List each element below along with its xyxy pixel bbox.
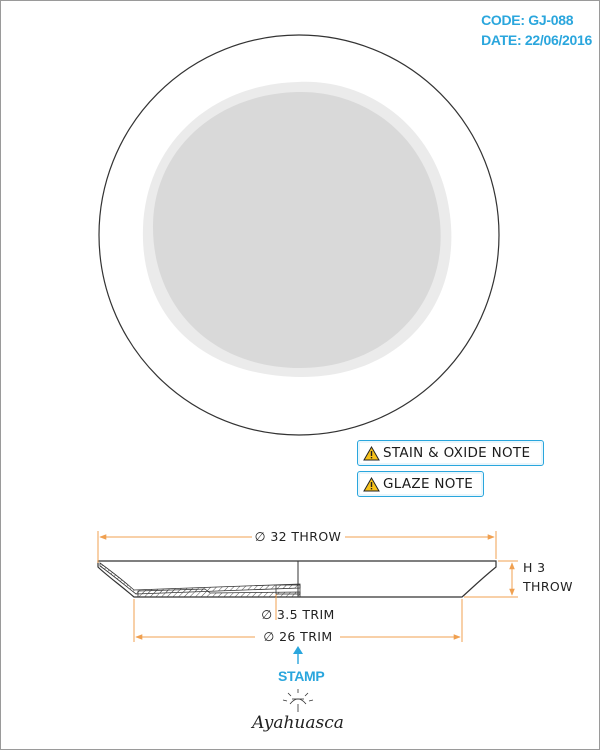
logo-sun-icon: [282, 689, 314, 712]
stain-oxide-note-button[interactable]: STAIN & OXIDE NOTE: [357, 440, 544, 466]
warning-triangle-icon: [363, 445, 380, 460]
product-code: CODE: GJ-088: [481, 12, 574, 28]
height-label-line2: THROW: [522, 579, 573, 594]
stain-oxide-note-label: STAIN & OXIDE NOTE: [383, 445, 531, 461]
drawing-date: DATE: 22/06/2016: [481, 32, 592, 48]
plate-section-view: [97, 560, 497, 598]
foot-ring-detail: [275, 584, 301, 595]
stamp-logo: Ayahuasca: [250, 689, 344, 733]
outer-diameter-label: ∅ 32 THROW: [255, 529, 342, 544]
plate-top-view: [98, 34, 500, 436]
arrow-up-icon: [293, 646, 303, 664]
title-block: CODE: GJ-088 DATE: 22/06/2016: [481, 10, 592, 50]
plate-center: [152, 91, 441, 368]
glaze-note-button[interactable]: GLAZE NOTE: [357, 471, 484, 497]
height-label-line1: H 3: [523, 560, 546, 575]
warning-triangle-icon: [363, 476, 380, 491]
dimension-height: H 3 THROW: [464, 560, 573, 598]
stamp-label: STAMP: [278, 668, 325, 684]
dimension-foot-ring: ∅ 3.5 TRIM: [261, 594, 335, 622]
dimension-outer-diameter: ∅ 32 THROW: [97, 529, 497, 563]
foot-ring-label: ∅ 3.5 TRIM: [261, 607, 335, 622]
dimension-base-diameter: ∅ 26 TRIM: [133, 599, 463, 644]
logo-wordmark: Ayahuasca: [250, 713, 344, 733]
glaze-note-label: GLAZE NOTE: [383, 476, 474, 492]
base-diameter-label: ∅ 26 TRIM: [263, 629, 332, 644]
